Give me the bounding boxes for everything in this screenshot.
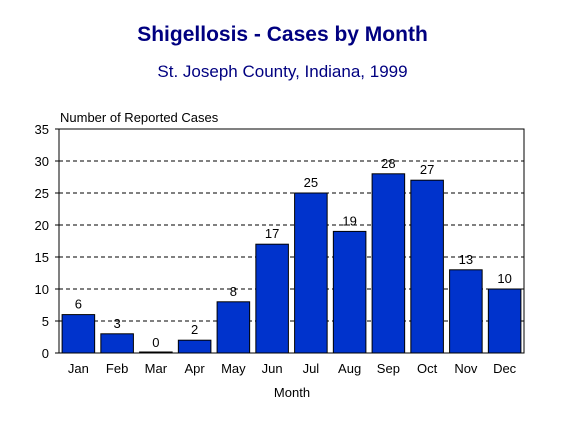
value-label-nov: 13 xyxy=(459,252,473,267)
x-tick-label-mar: Mar xyxy=(145,361,168,376)
bar-apr xyxy=(177,339,212,354)
y-tick-label: 20 xyxy=(35,218,49,233)
bar-oct xyxy=(410,179,444,354)
x-axis-label: Month xyxy=(274,385,310,400)
x-tick-label-may: May xyxy=(221,361,246,376)
y-axis-label: Number of Reported Cases xyxy=(60,110,219,125)
bar-may xyxy=(216,301,251,354)
gridlines xyxy=(59,160,524,322)
bar-dec xyxy=(487,288,522,354)
bar-sep xyxy=(371,173,406,354)
x-tick-label-sep: Sep xyxy=(377,361,400,376)
x-tick-label-oct: Oct xyxy=(417,361,438,376)
x-tick-label-nov: Nov xyxy=(454,361,478,376)
bar-feb xyxy=(100,333,134,354)
x-tick-label-apr: Apr xyxy=(185,361,206,376)
x-tick-label-jun: Jun xyxy=(262,361,283,376)
bar-aug xyxy=(332,230,367,354)
bar-jan xyxy=(61,314,96,354)
value-label-apr: 2 xyxy=(191,322,198,337)
value-label-mar: 0 xyxy=(152,335,159,350)
bar-jul xyxy=(294,192,328,354)
bar-nov xyxy=(449,269,483,354)
x-tick-label-dec: Dec xyxy=(493,361,517,376)
value-label-oct: 27 xyxy=(420,162,434,177)
y-tick-label: 30 xyxy=(35,154,49,169)
x-tick-label-aug: Aug xyxy=(338,361,361,376)
value-label-may: 8 xyxy=(230,284,237,299)
y-tick-label: 35 xyxy=(35,122,49,137)
y-tick-labels: 0 5 10 15 20 25 30 35 xyxy=(35,122,59,361)
value-label-dec: 10 xyxy=(497,271,511,286)
value-label-jan: 6 xyxy=(75,297,82,312)
x-tick-label-feb: Feb xyxy=(106,361,128,376)
y-tick-label: 10 xyxy=(35,282,49,297)
x-tick-label-jul: Jul xyxy=(303,361,320,376)
y-tick-label: 25 xyxy=(35,186,49,201)
value-label-jul: 25 xyxy=(304,175,318,190)
y-tick-label: 5 xyxy=(42,314,49,329)
bar-jun xyxy=(255,243,289,354)
bars xyxy=(61,173,522,354)
y-tick-label: 15 xyxy=(35,250,49,265)
value-label-feb: 3 xyxy=(114,316,121,331)
x-tick-labels: Jan Feb Mar Apr May Jun Jul Aug Sep Oct Nov Dec xyxy=(68,361,517,376)
plot-frame xyxy=(58,128,525,354)
y-tick-label: 0 xyxy=(42,346,49,361)
chart-subtitle: St. Joseph County, Indiana, 1999 xyxy=(157,62,408,81)
value-label-sep: 28 xyxy=(381,156,395,171)
value-label-aug: 19 xyxy=(342,213,356,228)
x-tick-label-jan: Jan xyxy=(68,361,89,376)
value-label-jun: 17 xyxy=(265,226,279,241)
chart-title: Shigellosis - Cases by Month xyxy=(137,23,428,46)
